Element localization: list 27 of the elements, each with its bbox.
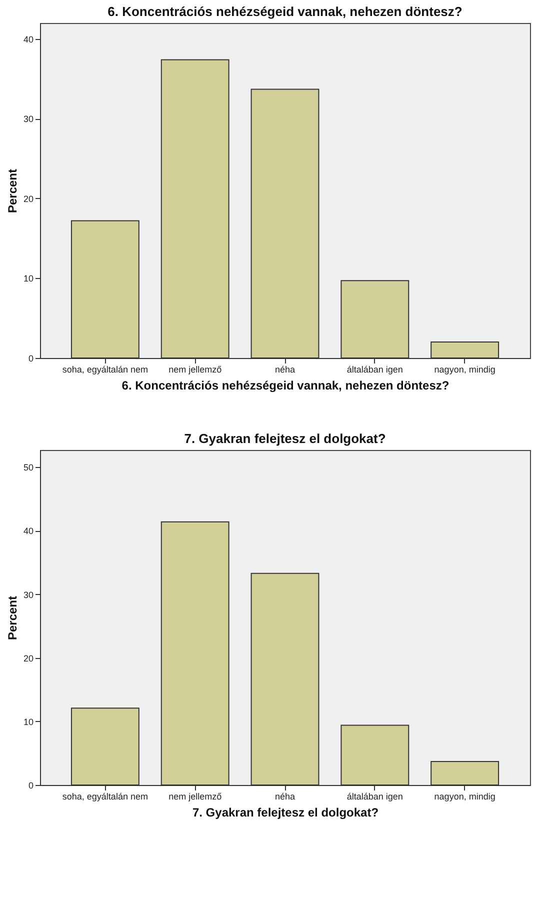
x-tick-label: soha, egyáltalán nem bbox=[62, 792, 148, 802]
x-tick-label: néha bbox=[274, 364, 296, 374]
y-tick-label: 50 bbox=[23, 462, 34, 473]
y-tick-label: 10 bbox=[23, 716, 34, 727]
y-tick-label: 0 bbox=[28, 354, 34, 364]
y-tick-label: 10 bbox=[23, 274, 34, 284]
x-tick-label: nem jellemző bbox=[168, 364, 222, 374]
y-tick-label: 40 bbox=[23, 34, 34, 44]
x-tick-label: általában igen bbox=[346, 792, 403, 802]
x-tick-label: soha, egyáltalán nem bbox=[62, 364, 148, 374]
chart-title: 7. Gyakran felejtesz el dolgokat? bbox=[184, 431, 386, 446]
x-tick-label: néha bbox=[274, 792, 296, 802]
y-axis-title: Percent bbox=[5, 596, 20, 640]
y-tick-label: 30 bbox=[23, 114, 34, 124]
x-tick-label: nagyon, mindig bbox=[434, 792, 496, 802]
x-axis-title: 6. Koncentrációs nehézségeid vannak, nehezen döntesz? bbox=[122, 378, 450, 392]
x-tick-label: nem jellemző bbox=[168, 792, 222, 802]
y-tick-label: 20 bbox=[23, 653, 34, 664]
y-tick-label: 30 bbox=[23, 590, 34, 600]
y-tick-label: 40 bbox=[23, 526, 34, 536]
chart-title: 6. Koncentrációs nehézségeid vannak, nehezen döntesz? bbox=[108, 4, 462, 19]
x-axis-title: 7. Gyakran felejtesz el dolgokat? bbox=[192, 806, 379, 820]
x-tick-label: általában igen bbox=[346, 364, 403, 374]
y-axis-title: Percent bbox=[5, 168, 20, 214]
x-tick-label: nagyon, mindig bbox=[434, 364, 496, 374]
y-tick-label: 0 bbox=[28, 780, 34, 790]
y-tick-label: 20 bbox=[23, 194, 34, 204]
